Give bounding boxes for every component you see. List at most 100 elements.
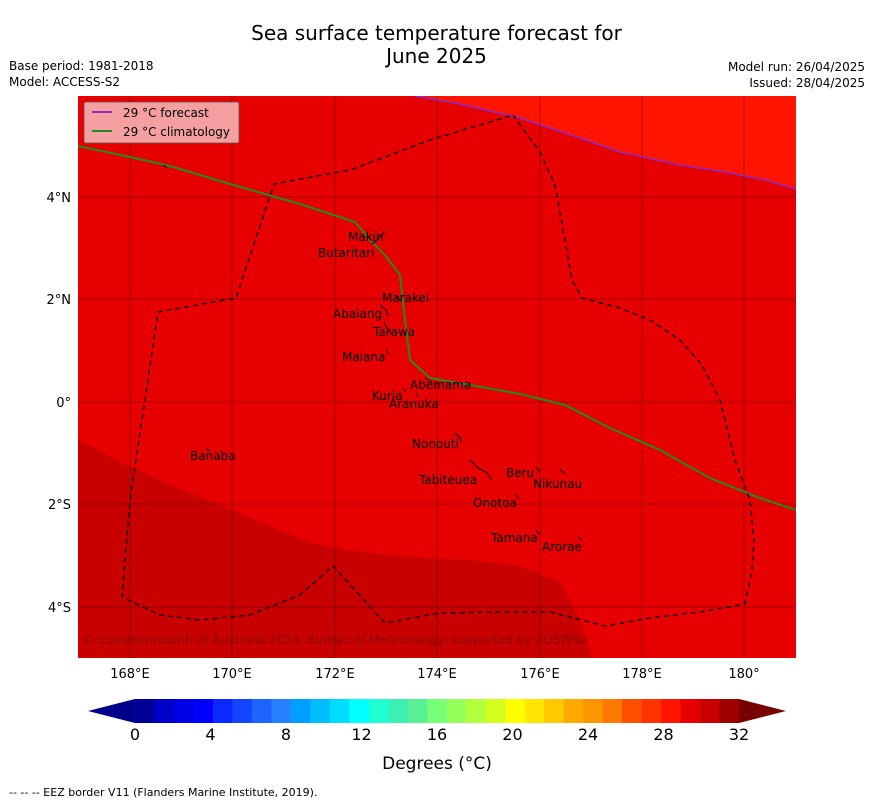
legend: 29 °C forecast 29 °C climatology — [83, 101, 240, 144]
colorbar-segment — [154, 699, 175, 723]
colorbar-segment — [251, 699, 272, 723]
label-aranuka: Aranuka — [389, 397, 439, 411]
cbar-tick-16: 16 — [427, 725, 447, 744]
colorbar-segment — [485, 699, 506, 723]
label-marakei: Marakei — [382, 291, 429, 305]
colorbar-segment — [193, 699, 214, 723]
label-butaritari: Butaritari — [318, 246, 375, 260]
meta-right: Model run: 26/04/2025 Issued: 28/04/2025 — [728, 59, 865, 91]
copyright-note: © Commonwealth of Australia 2023, Bureau… — [83, 633, 589, 647]
colorbar-segment — [427, 699, 448, 723]
issued-date: Issued: 28/04/2025 — [749, 76, 865, 90]
label-makin: Makin — [348, 230, 384, 244]
label-arorae: Arorae — [542, 540, 582, 554]
map-title: Sea surface temperature forecast for Jun… — [0, 22, 873, 68]
lat-tick-labels: 4°N 2°N 0° 2°S 4°S — [47, 191, 72, 616]
title-line-1: Sea surface temperature forecast for — [251, 21, 622, 45]
model-name: Model: ACCESS-S2 — [9, 75, 121, 89]
map-area: Makin Butaritari Marakei Abaiang Tarawa … — [78, 96, 796, 658]
label-banaba: Banaba — [190, 449, 236, 463]
climatology-29c-contour — [78, 145, 796, 511]
footer-note: -- -- -- EEZ border V11 (Flanders Marine… — [9, 786, 318, 799]
lon-tick-176: 176°E — [520, 667, 560, 682]
grid-lines — [78, 96, 796, 658]
colorbar-tick-labels: 0 4 8 12 16 20 24 28 32 — [130, 725, 749, 744]
sst-band-warmer — [78, 440, 592, 658]
lon-tick-labels: 168°E 170°E 172°E 174°E 176°E 178°E 180° — [110, 667, 759, 682]
label-nonouti: Nonouti — [412, 437, 459, 451]
legend-climatology: 29 °C climatology — [123, 125, 230, 139]
label-onotoa: Onotoa — [473, 496, 517, 510]
legend-forecast: 29 °C forecast — [123, 106, 209, 120]
colorbar-over — [739, 699, 786, 723]
colorbar-label: Degrees (°C) — [382, 754, 492, 774]
colorbar-segment — [466, 699, 487, 723]
colorbar-segment — [563, 699, 584, 723]
lat-tick-2n: 2°N — [47, 293, 72, 308]
colorbar-segment — [271, 699, 292, 723]
colorbar-segment — [232, 699, 253, 723]
colorbar-segment — [407, 699, 428, 723]
colorbar-segment — [349, 699, 370, 723]
lon-tick-174: 174°E — [417, 667, 457, 682]
cbar-tick-24: 24 — [578, 725, 598, 744]
colorbar-under — [88, 699, 135, 723]
cbar-tick-12: 12 — [351, 725, 371, 744]
colorbar-segment — [212, 699, 233, 723]
lon-tick-180: 180° — [728, 667, 759, 682]
lat-tick-2s: 2°S — [48, 498, 71, 513]
cbar-tick-0: 0 — [130, 725, 140, 744]
label-abemama: Abemama — [410, 378, 471, 392]
label-kuria: Kuria — [372, 389, 403, 403]
colorbar-segment — [661, 699, 682, 723]
colorbar-segment — [368, 699, 389, 723]
colorbar: 0 4 8 12 16 20 24 28 32 Degrees (°C) — [88, 699, 786, 774]
model-run: Model run: 26/04/2025 — [727, 60, 865, 74]
colorbar-segment — [719, 699, 740, 723]
label-tarawa: Tarawa — [372, 325, 415, 339]
lon-tick-170: 170°E — [212, 667, 252, 682]
lon-tick-178: 178°E — [622, 667, 662, 682]
cbar-tick-32: 32 — [729, 725, 749, 744]
colorbar-segment — [446, 699, 467, 723]
colorbar-segment — [505, 699, 526, 723]
eez-border — [121, 114, 755, 627]
label-abaiang: Abaiang — [333, 307, 382, 321]
forecast-29c-contour — [414, 96, 796, 190]
meta-left: Base period: 1981-2018 Model: ACCESS-S2 — [9, 58, 154, 90]
colorbar-segment — [602, 699, 623, 723]
title-line-2: June 2025 — [386, 44, 487, 68]
island-outlines — [162, 164, 583, 541]
label-maiana: Maiana — [342, 350, 385, 364]
lon-tick-168: 168°E — [110, 667, 150, 682]
colorbar-segment — [680, 699, 701, 723]
colorbar-segment — [524, 699, 545, 723]
cbar-tick-4: 4 — [205, 725, 215, 744]
sst-band-cooler — [415, 96, 796, 189]
base-period: Base period: 1981-2018 — [9, 59, 154, 73]
lat-tick-4n: 4°N — [47, 191, 72, 206]
colorbar-segment — [310, 699, 331, 723]
colorbar-segment — [700, 699, 721, 723]
label-nikunau: Nikunau — [533, 477, 582, 491]
colorbar-segment — [290, 699, 311, 723]
colorbar-segment — [329, 699, 350, 723]
colorbar-segment — [622, 699, 643, 723]
label-tabiteuea: Tabiteuea — [418, 473, 477, 487]
lat-tick-4s: 4°S — [48, 601, 71, 616]
lon-tick-172: 172°E — [315, 667, 355, 682]
colorbar-segment — [544, 699, 565, 723]
cbar-tick-28: 28 — [653, 725, 673, 744]
cbar-tick-20: 20 — [502, 725, 522, 744]
lat-tick-0: 0° — [56, 396, 71, 411]
cbar-tick-8: 8 — [281, 725, 291, 744]
colorbar-segment — [173, 699, 194, 723]
colorbar-segments — [135, 699, 740, 723]
colorbar-segment — [583, 699, 604, 723]
label-beru: Beru — [506, 466, 534, 480]
colorbar-segment — [388, 699, 409, 723]
colorbar-segment — [641, 699, 662, 723]
label-tamana: Tamana — [490, 531, 538, 545]
colorbar-segment — [135, 699, 155, 723]
